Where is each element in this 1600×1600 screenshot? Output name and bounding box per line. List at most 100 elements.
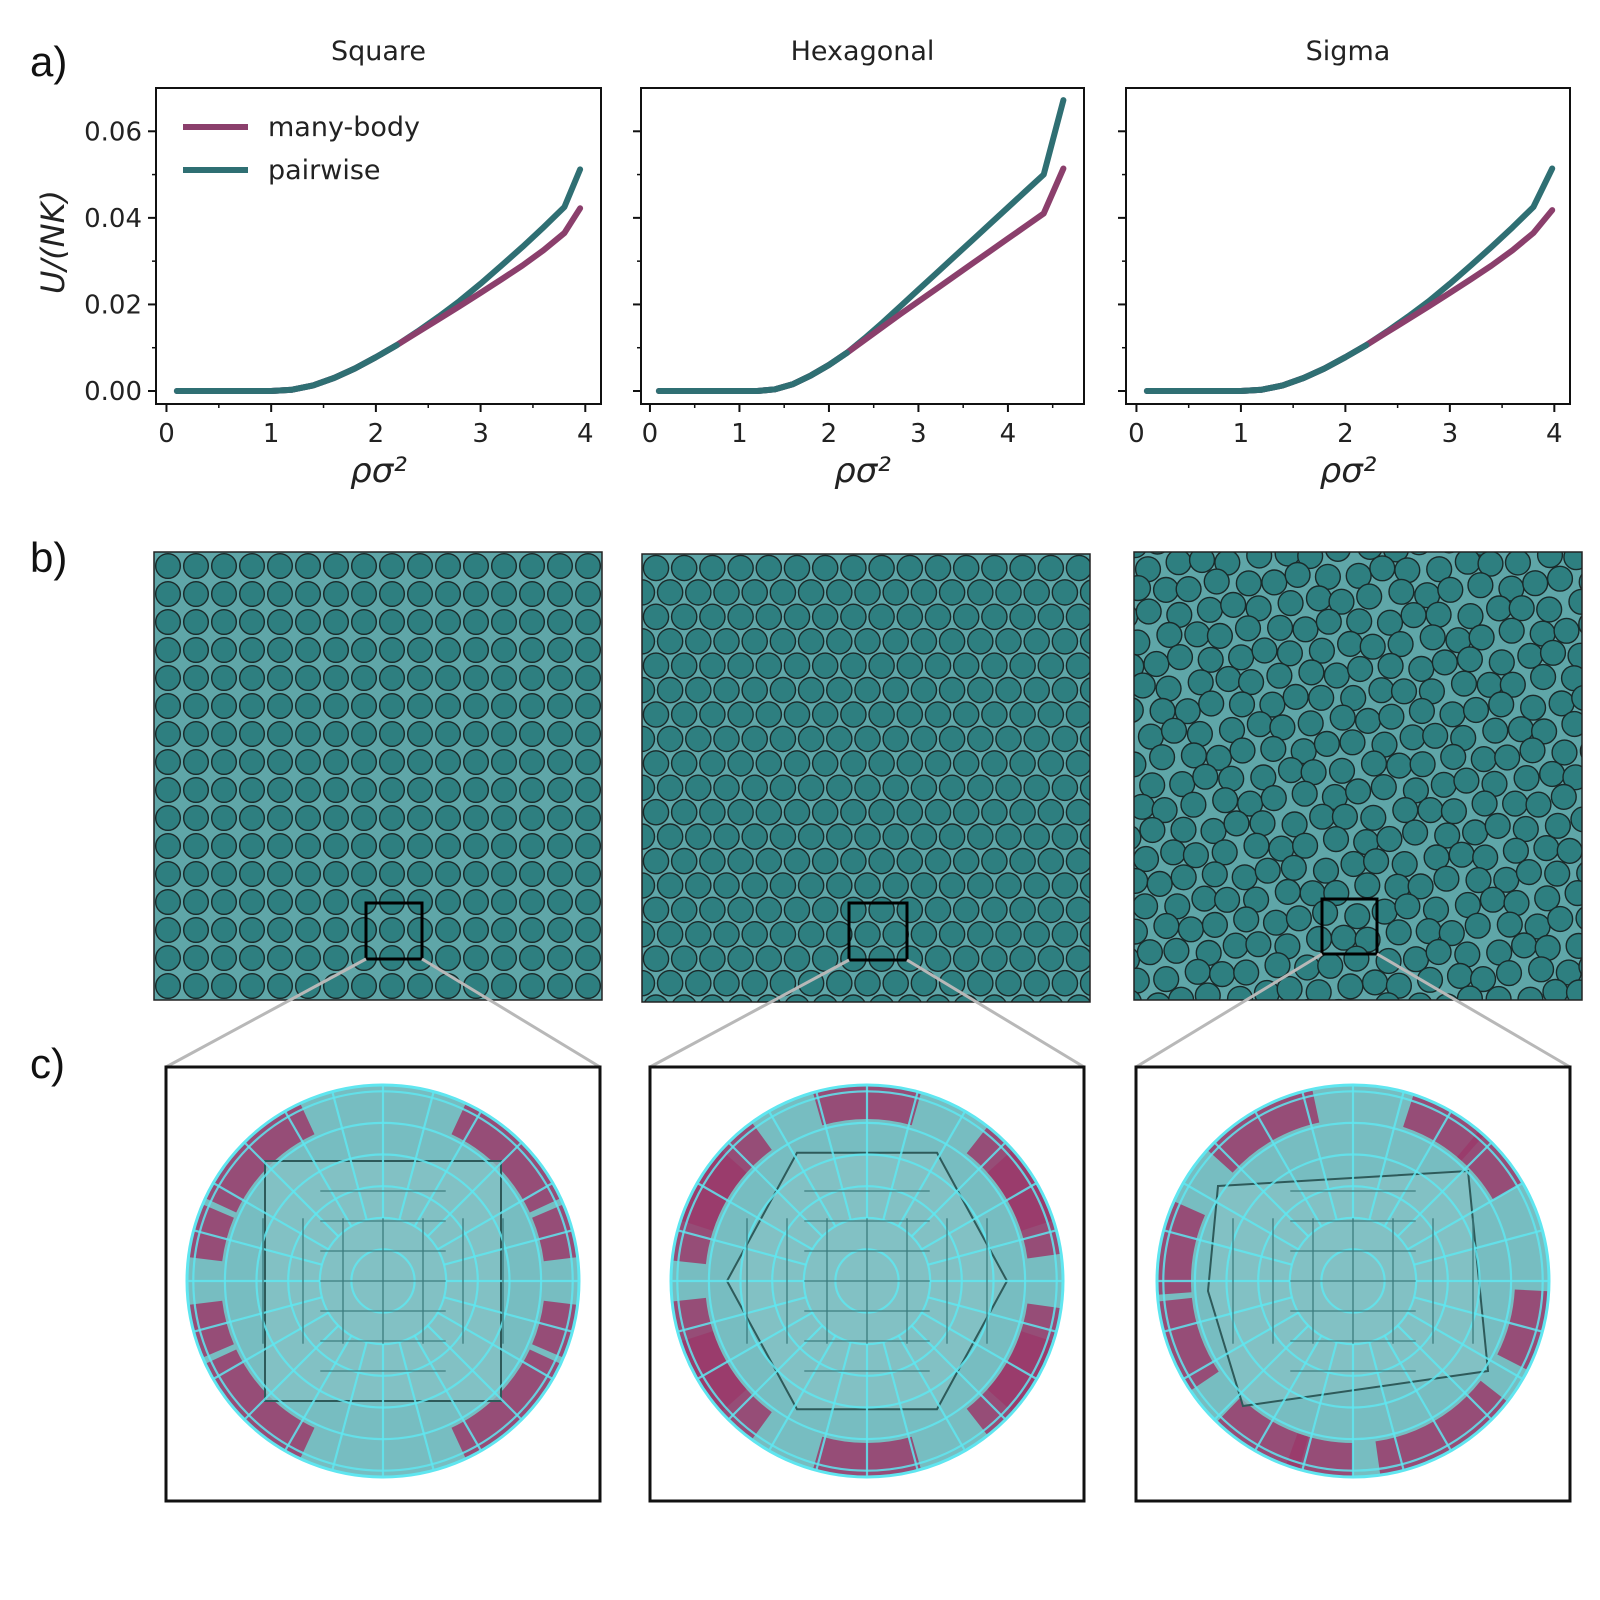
particle — [1405, 484, 1430, 509]
particle — [1460, 476, 1485, 501]
particle — [322, 552, 350, 580]
particle — [378, 692, 406, 720]
particle — [154, 552, 182, 580]
particle — [727, 750, 754, 777]
x-tick-label: 1 — [1233, 419, 1250, 449]
series-line-many-body — [1143, 207, 1556, 394]
particle — [1501, 790, 1529, 817]
particle — [783, 701, 811, 728]
particle — [769, 579, 797, 606]
particle — [1274, 878, 1301, 905]
particle — [699, 701, 726, 728]
facet-edge — [1368, 1341, 1405, 1471]
particle — [1508, 595, 1535, 622]
particle — [685, 628, 712, 655]
particle — [742, 1019, 767, 1044]
particle — [1513, 764, 1540, 792]
particle — [1205, 744, 1232, 771]
particle — [1362, 848, 1390, 875]
particle — [1562, 764, 1582, 791]
particle — [840, 798, 867, 826]
particle — [1051, 921, 1079, 948]
packing-sigma — [1133, 476, 1600, 1001]
particle — [896, 652, 924, 680]
particle — [546, 664, 574, 692]
particle — [981, 798, 1008, 826]
particle — [1323, 662, 1350, 689]
particle — [434, 916, 462, 944]
particle — [1467, 572, 1494, 599]
particle — [1134, 672, 1156, 699]
x-tick-label: 4 — [1546, 419, 1563, 449]
facet-edge — [882, 1091, 919, 1221]
particle — [434, 748, 462, 776]
particle — [783, 652, 811, 680]
particle — [1409, 751, 1436, 778]
particle — [266, 636, 294, 664]
particle — [322, 832, 350, 860]
particle — [1280, 854, 1307, 881]
particle — [406, 860, 434, 888]
particle — [868, 603, 895, 631]
particle — [1563, 552, 1582, 571]
particle — [1201, 861, 1228, 888]
particle — [182, 832, 210, 860]
particle — [210, 552, 238, 580]
particle — [826, 725, 853, 753]
particle — [1594, 810, 1600, 835]
particle — [1571, 684, 1582, 711]
particle — [210, 776, 238, 804]
particle — [1344, 778, 1372, 805]
particle — [1174, 698, 1201, 725]
series-line-overlap — [173, 342, 400, 394]
chart-title: Sigma — [1306, 36, 1391, 67]
particle — [910, 823, 938, 850]
particle — [1109, 922, 1134, 947]
particle — [1376, 609, 1404, 636]
particle — [490, 916, 518, 944]
particle — [741, 676, 769, 704]
particle — [294, 692, 322, 720]
particle — [1170, 816, 1197, 843]
particle — [350, 916, 378, 944]
particle — [1461, 819, 1489, 846]
particle — [434, 888, 462, 916]
particle — [490, 804, 518, 832]
particle — [868, 652, 895, 680]
particle — [938, 628, 966, 655]
particle — [797, 823, 825, 850]
particle — [434, 944, 462, 972]
contact-facet — [1457, 1130, 1523, 1200]
particle — [1151, 796, 1178, 824]
particle — [1360, 750, 1388, 777]
particle — [406, 776, 434, 804]
particle — [1249, 810, 1276, 837]
particle — [238, 720, 266, 748]
particle — [1530, 718, 1558, 745]
particle-layer — [642, 554, 1134, 1044]
particle — [546, 552, 574, 580]
particle — [769, 628, 797, 655]
particle — [266, 944, 294, 972]
particle — [1260, 735, 1287, 762]
particle — [1352, 491, 1377, 516]
particle — [210, 748, 238, 776]
particle — [1430, 771, 1457, 798]
particle — [797, 628, 825, 655]
particle — [490, 832, 518, 860]
particle — [1250, 764, 1277, 791]
particle — [727, 554, 754, 582]
particle — [1305, 925, 1333, 952]
particle — [981, 847, 1008, 875]
particle — [783, 847, 811, 875]
particle — [1229, 737, 1256, 764]
particle — [656, 725, 684, 753]
particle — [294, 608, 322, 636]
particle — [210, 860, 238, 888]
particle — [670, 603, 698, 631]
particle — [434, 664, 462, 692]
facet-edge — [436, 1182, 554, 1251]
particle — [1282, 683, 1309, 710]
particle — [574, 720, 602, 748]
contact-facet — [672, 1297, 772, 1440]
